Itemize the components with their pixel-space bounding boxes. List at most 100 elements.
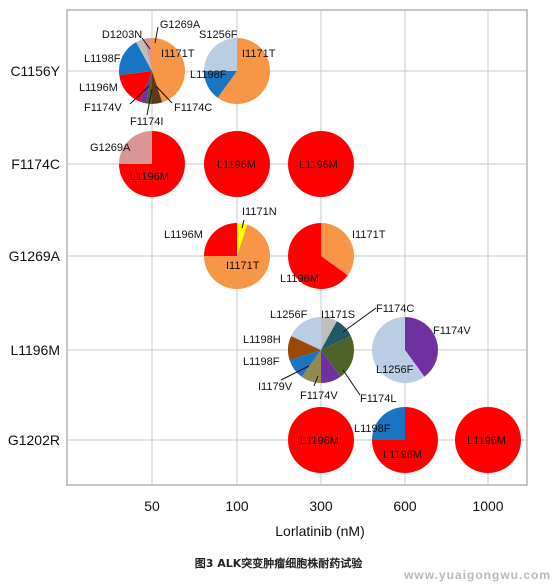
slice-label: L1198F — [243, 356, 280, 368]
leader-line — [141, 37, 151, 50]
pie-slice — [237, 223, 248, 256]
leader-line — [342, 369, 361, 396]
x-tick-label: 300 — [309, 498, 333, 514]
pie-chart — [204, 38, 270, 104]
x-tick-label: 100 — [225, 498, 249, 514]
pie-slice — [321, 321, 351, 350]
slice-label: L1196M — [130, 171, 169, 183]
leader-line — [155, 85, 173, 104]
pie-slice — [204, 38, 237, 71]
pie-slice — [372, 407, 405, 440]
slice-label: L1256F — [270, 309, 308, 321]
pie-slice — [119, 131, 152, 164]
figure-caption: 图3 ALK突变肿瘤细胞株耐药试验 — [194, 557, 363, 570]
slice-labels: D1203N G1269A I1171T L1198F L1196M F1174V F117… — [79, 19, 506, 461]
leader-line — [342, 307, 377, 333]
pie-chart — [288, 223, 355, 289]
pie-slice — [301, 350, 321, 383]
leader-line — [241, 219, 245, 229]
x-tick-label: 1000 — [472, 498, 503, 514]
pie-slice — [289, 350, 321, 377]
slice-label: L1196M — [300, 435, 339, 447]
pie-chart — [288, 131, 354, 197]
y-tick-label: F1174C — [11, 156, 60, 172]
pie-chart — [204, 131, 270, 197]
pie-slice — [288, 407, 354, 473]
label-leader-lines — [129, 26, 377, 396]
slice-label: F1174V — [84, 102, 122, 114]
pie-slice — [204, 71, 237, 98]
slice-label: S1256F — [199, 29, 238, 41]
pie-slice — [321, 223, 355, 276]
watermark: www.yuaigongwu.com — [404, 568, 551, 582]
slice-label: L1196M — [280, 273, 319, 285]
pie-slice — [288, 335, 321, 361]
y-tick-label: G1202R — [8, 432, 60, 448]
slice-label: L1198F — [84, 53, 121, 65]
slice-label: F1174V — [300, 390, 338, 402]
pie-slice — [204, 223, 237, 256]
y-tick-label: C1156Y — [10, 63, 60, 79]
pie-slice — [288, 223, 348, 289]
slice-label: I1171T — [226, 260, 260, 272]
leader-line — [313, 375, 319, 387]
pie-slice — [321, 350, 341, 383]
pie-slice — [136, 39, 152, 71]
pie-slice — [118, 42, 152, 76]
slice-label: F1174C — [174, 102, 212, 114]
slice-label: I1179V — [258, 381, 293, 393]
pie-chart — [119, 131, 185, 197]
slice-label: F1174V — [433, 325, 471, 337]
leader-line — [280, 365, 310, 381]
pie-slice — [203, 224, 270, 290]
pie-slice — [143, 38, 152, 71]
slice-label: D1203N — [102, 29, 142, 41]
pie-slice — [455, 407, 521, 473]
pie-markers — [118, 38, 521, 473]
slice-label: L1196M — [79, 82, 118, 94]
y-axis-ticks: C1156Y F1174C G1269A L1196M G1202R — [8, 63, 61, 448]
pie-slice — [119, 71, 152, 102]
x-tick-label: 600 — [393, 498, 417, 514]
x-axis-label: Lorlatinib (nM) — [275, 523, 364, 539]
slice-label: G1269A — [90, 142, 131, 154]
slice-label: L1198H — [243, 334, 281, 346]
slice-label: G1269A — [160, 19, 201, 31]
pie-chart — [288, 407, 354, 473]
pie-chart — [455, 407, 521, 473]
slice-label: L1196M — [299, 159, 338, 171]
slice-label: F1174I — [130, 116, 163, 128]
pie-slice — [291, 317, 321, 350]
pie-slice — [321, 317, 337, 350]
slice-label: L1196M — [383, 449, 422, 461]
pie-slice — [405, 317, 439, 377]
pie-slice — [152, 38, 185, 103]
slice-label: I1171T — [161, 48, 195, 60]
leader-line — [146, 88, 153, 116]
pie-chart — [372, 317, 439, 383]
slice-label: L1198F — [190, 69, 227, 81]
pie-slice — [139, 71, 152, 104]
slice-label: I1171T — [242, 48, 276, 60]
x-tick-label: 50 — [144, 498, 160, 514]
y-tick-label: G1269A — [9, 248, 61, 264]
slice-label: I1171N — [242, 206, 277, 218]
leader-line — [129, 85, 150, 105]
slice-label: I1171T — [352, 229, 386, 241]
y-tick-label: L1196M — [10, 342, 60, 358]
pie-slice — [288, 131, 354, 197]
pie-chart — [203, 223, 270, 290]
slice-label: L1196M — [467, 435, 506, 447]
pie-chart — [372, 407, 438, 473]
leader-line — [154, 26, 159, 44]
slice-label: L1196M — [217, 159, 256, 171]
slice-label: F1174L — [360, 393, 397, 405]
slice-label: L1196M — [164, 229, 203, 241]
slice-label: L1256F — [376, 364, 414, 376]
slice-label: F1174C — [376, 303, 414, 315]
pie-slice — [321, 335, 355, 377]
pie-slice — [204, 131, 270, 197]
pie-chart — [118, 38, 185, 105]
slice-label: I1171S — [321, 309, 355, 321]
